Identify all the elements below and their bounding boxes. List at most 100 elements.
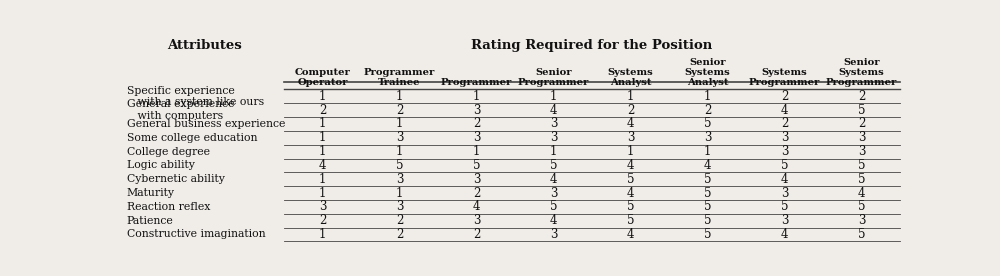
Text: 5: 5	[550, 159, 557, 172]
Text: 2: 2	[704, 104, 711, 117]
Text: 1: 1	[319, 118, 326, 131]
Text: Senior
Programmer: Senior Programmer	[518, 68, 589, 87]
Text: 5: 5	[627, 214, 634, 227]
Text: 2: 2	[781, 90, 788, 103]
Text: 5: 5	[550, 200, 557, 213]
Text: 1: 1	[319, 187, 326, 200]
Text: 5: 5	[858, 173, 865, 186]
Text: Rating Required for the Position: Rating Required for the Position	[471, 39, 713, 52]
Text: 3: 3	[550, 187, 557, 200]
Text: 4: 4	[627, 118, 634, 131]
Text: 4: 4	[781, 173, 788, 186]
Text: 1: 1	[319, 131, 326, 144]
Text: Systems
Programmer: Systems Programmer	[749, 68, 820, 87]
Text: Cybernetic ability: Cybernetic ability	[127, 174, 224, 184]
Text: 5: 5	[781, 159, 788, 172]
Text: 2: 2	[781, 118, 788, 131]
Text: 2: 2	[319, 214, 326, 227]
Text: 4: 4	[627, 228, 634, 241]
Text: 4: 4	[781, 228, 788, 241]
Text: 4: 4	[319, 159, 326, 172]
Text: 5: 5	[858, 228, 865, 241]
Text: 4: 4	[550, 173, 557, 186]
Text: 1: 1	[319, 145, 326, 158]
Text: Senior
Systems
Programmer: Senior Systems Programmer	[826, 57, 897, 87]
Text: College degree: College degree	[127, 147, 210, 156]
Text: 1: 1	[550, 90, 557, 103]
Text: 1: 1	[396, 145, 403, 158]
Text: Some college education: Some college education	[127, 133, 257, 143]
Text: 1: 1	[319, 228, 326, 241]
Text: 2: 2	[396, 214, 403, 227]
Text: 1: 1	[627, 145, 634, 158]
Text: 5: 5	[704, 187, 711, 200]
Text: 3: 3	[858, 131, 865, 144]
Text: 3: 3	[627, 131, 634, 144]
Text: Patience: Patience	[127, 216, 173, 226]
Text: 1: 1	[473, 90, 480, 103]
Text: 1: 1	[473, 145, 480, 158]
Text: 3: 3	[781, 187, 788, 200]
Text: 3: 3	[704, 131, 711, 144]
Text: 2: 2	[627, 104, 634, 117]
Text: 5: 5	[858, 104, 865, 117]
Text: Programmer: Programmer	[441, 78, 512, 87]
Text: 1: 1	[396, 187, 403, 200]
Text: 5: 5	[781, 200, 788, 213]
Text: 4: 4	[550, 214, 557, 227]
Text: Reaction reflex: Reaction reflex	[127, 202, 210, 212]
Text: 2: 2	[858, 90, 865, 103]
Text: 4: 4	[627, 159, 634, 172]
Text: 5: 5	[704, 200, 711, 213]
Text: 1: 1	[396, 118, 403, 131]
Text: 2: 2	[473, 187, 480, 200]
Text: Constructive imagination: Constructive imagination	[127, 229, 265, 240]
Text: 3: 3	[550, 228, 557, 241]
Text: Attributes: Attributes	[167, 39, 242, 52]
Text: 5: 5	[396, 159, 403, 172]
Text: 4: 4	[858, 187, 865, 200]
Text: 2: 2	[396, 228, 403, 241]
Text: Logic ability: Logic ability	[127, 160, 194, 170]
Text: 1: 1	[550, 145, 557, 158]
Text: 4: 4	[781, 104, 788, 117]
Text: 1: 1	[319, 90, 326, 103]
Text: 5: 5	[858, 200, 865, 213]
Text: 1: 1	[396, 90, 403, 103]
Text: Senior
Systems
Analyst: Senior Systems Analyst	[685, 57, 730, 87]
Text: 3: 3	[473, 104, 480, 117]
Text: 3: 3	[473, 131, 480, 144]
Text: 5: 5	[858, 159, 865, 172]
Text: 3: 3	[473, 173, 480, 186]
Text: 5: 5	[704, 118, 711, 131]
Text: 2: 2	[473, 228, 480, 241]
Text: 2: 2	[473, 118, 480, 131]
Text: 3: 3	[396, 131, 403, 144]
Text: 5: 5	[704, 173, 711, 186]
Text: Maturity: Maturity	[127, 188, 175, 198]
Text: 2: 2	[858, 118, 865, 131]
Text: 2: 2	[319, 104, 326, 117]
Text: 4: 4	[704, 159, 711, 172]
Text: 1: 1	[319, 173, 326, 186]
Text: 3: 3	[858, 145, 865, 158]
Text: 5: 5	[704, 214, 711, 227]
Text: 3: 3	[781, 131, 788, 144]
Text: 4: 4	[550, 104, 557, 117]
Text: 4: 4	[627, 187, 634, 200]
Text: General experience
   with computers: General experience with computers	[127, 99, 234, 121]
Text: 5: 5	[473, 159, 480, 172]
Text: 3: 3	[319, 200, 326, 213]
Text: 3: 3	[781, 214, 788, 227]
Text: 3: 3	[858, 214, 865, 227]
Text: 5: 5	[704, 228, 711, 241]
Text: 3: 3	[550, 131, 557, 144]
Text: 3: 3	[396, 200, 403, 213]
Text: Systems
Analyst: Systems Analyst	[608, 68, 653, 87]
Text: 4: 4	[473, 200, 480, 213]
Text: 3: 3	[781, 145, 788, 158]
Text: Programmer
Trainee: Programmer Trainee	[364, 68, 435, 87]
Text: 3: 3	[473, 214, 480, 227]
Text: 3: 3	[396, 173, 403, 186]
Text: 1: 1	[704, 145, 711, 158]
